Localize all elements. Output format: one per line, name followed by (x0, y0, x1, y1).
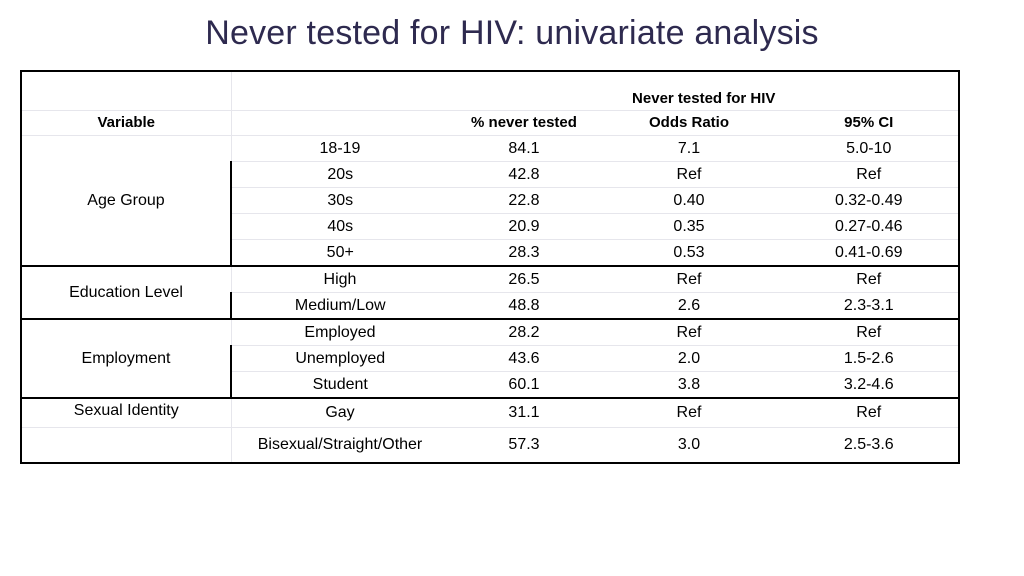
ci-cell: 3.2-4.6 (778, 371, 960, 399)
table-row: 20s 42.8 Ref Ref (21, 161, 960, 188)
level-cell: 18-19 (230, 135, 450, 162)
header-variable: Variable (20, 110, 232, 136)
pct-cell: 20.9 (448, 213, 600, 240)
or-cell: Ref (598, 265, 780, 293)
or-cell: 0.53 (598, 239, 780, 267)
page-title: Never tested for HIV: univariate analysi… (205, 14, 819, 52)
level-cell: Medium/Low (230, 292, 450, 320)
table-row: 30s 22.8 0.40 0.32-0.49 (21, 187, 960, 214)
level-cell: 30s (230, 187, 450, 214)
pct-cell: 26.5 (448, 265, 600, 293)
group-label-education: Education Level (20, 265, 232, 320)
pct-cell: 57.3 (448, 427, 600, 464)
ci-cell: 2.3-3.1 (778, 292, 960, 320)
ci-cell: Ref (778, 161, 960, 188)
ci-cell: Ref (778, 265, 960, 293)
table-row: Unemployed 43.6 2.0 1.5-2.6 (21, 345, 960, 372)
level-cell: Bisexual/Straight/Other (230, 427, 450, 464)
table-row: Student 60.1 3.8 3.2-4.6 (21, 371, 960, 399)
or-cell: 2.0 (598, 345, 780, 372)
header-never-tested: Never tested for HIV (448, 70, 960, 111)
pct-cell: 48.8 (448, 292, 600, 320)
table-row: Medium/Low 48.8 2.6 2.3-3.1 (21, 292, 960, 320)
or-cell: Ref (598, 397, 780, 428)
ci-cell: 0.32-0.49 (778, 187, 960, 214)
or-cell: 0.40 (598, 187, 780, 214)
or-cell: 0.35 (598, 213, 780, 240)
level-cell: 20s (230, 161, 450, 188)
empty-cell (20, 427, 232, 464)
ci-cell: 5.0-10 (778, 135, 960, 162)
level-cell: Gay (230, 397, 450, 428)
or-cell: Ref (598, 318, 780, 346)
table-row: 50+ 28.3 0.53 0.41-0.69 (21, 239, 960, 267)
header-row-1: Never tested for HIV (20, 70, 960, 111)
pct-cell: 43.6 (448, 345, 600, 372)
ci-cell: 0.27-0.46 (778, 213, 960, 240)
ci-cell: Ref (778, 397, 960, 428)
ci-cell: 2.5-3.6 (778, 427, 960, 464)
group-label-age: Age Group (20, 135, 232, 267)
table-row: 40s 20.9 0.35 0.27-0.46 (21, 213, 960, 240)
level-cell: 50+ (230, 239, 450, 267)
level-cell: 40s (230, 213, 450, 240)
header-odds-ratio: Odds Ratio (598, 110, 780, 136)
pct-cell: 31.1 (448, 397, 600, 428)
pct-cell: 84.1 (448, 135, 600, 162)
table-row: Age Group 18-19 84.1 7.1 5.0-10 (20, 135, 960, 267)
level-cell: Employed (230, 318, 450, 346)
level-cell: High (230, 265, 450, 293)
or-cell: 3.0 (598, 427, 780, 464)
or-cell: 7.1 (598, 135, 780, 162)
table-row: Sexual Identity Gay 31.1 Ref Ref (20, 397, 960, 428)
header-empty-cell (20, 70, 232, 111)
header-95-ci: 95% CI (778, 110, 960, 136)
analysis-table: Never tested for HIV Variable % never te… (20, 70, 960, 464)
level-cell: Student (230, 371, 450, 399)
group-label-sexual-identity: Sexual Identity (20, 397, 232, 428)
or-cell: 2.6 (598, 292, 780, 320)
ci-cell: Ref (778, 318, 960, 346)
header-pct-never-tested: % never tested (448, 110, 600, 136)
or-cell: 3.8 (598, 371, 780, 399)
ci-cell: 0.41-0.69 (778, 239, 960, 267)
pct-cell: 22.8 (448, 187, 600, 214)
group-label-employment: Employment (20, 318, 232, 399)
table-row: Employment Employed 28.2 Ref Ref (20, 318, 960, 399)
pct-cell: 28.3 (448, 239, 600, 267)
table-row: Education Level High 26.5 Ref Ref (20, 265, 960, 320)
header-empty-cell (230, 110, 450, 136)
header-empty-cell (230, 70, 450, 111)
pct-cell: 60.1 (448, 371, 600, 399)
or-cell: Ref (598, 161, 780, 188)
ci-cell: 1.5-2.6 (778, 345, 960, 372)
pct-cell: 28.2 (448, 318, 600, 346)
table-row: Bisexual/Straight/Other 57.3 3.0 2.5-3.6 (20, 427, 960, 464)
header-row-2: Variable % never tested Odds Ratio 95% C… (20, 110, 960, 136)
pct-cell: 42.8 (448, 161, 600, 188)
level-cell: Unemployed (230, 345, 450, 372)
